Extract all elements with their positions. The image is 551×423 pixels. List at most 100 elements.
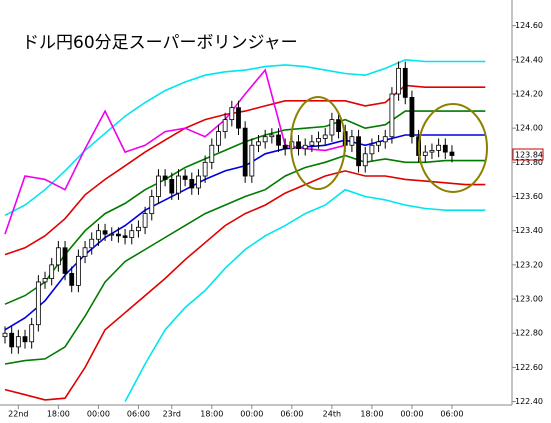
y-tick-label: 124.60 bbox=[515, 21, 543, 30]
candle-body bbox=[9, 332, 15, 348]
candle-body bbox=[269, 134, 275, 138]
candle-body bbox=[109, 233, 115, 236]
candle-body bbox=[382, 136, 388, 143]
x-tick-label: 24th bbox=[323, 410, 341, 419]
y-tick-label: 122.80 bbox=[515, 329, 543, 338]
candle-body bbox=[162, 175, 168, 180]
candle-body bbox=[329, 119, 335, 136]
candle-body bbox=[362, 153, 368, 167]
candle-body bbox=[302, 144, 308, 150]
candle-body bbox=[276, 134, 281, 146]
candle-body bbox=[29, 324, 35, 343]
x-tick-label: 00:00 bbox=[240, 410, 263, 419]
band-line bbox=[4, 170, 486, 401]
price-marker-label: 123.84 bbox=[515, 151, 543, 160]
candle-body bbox=[122, 235, 128, 238]
candle-body bbox=[82, 247, 88, 257]
x-tick-label: 22nd bbox=[8, 410, 28, 419]
candle-body bbox=[449, 151, 455, 156]
x-tick-label: 06:00 bbox=[127, 410, 150, 419]
candle-body bbox=[42, 278, 48, 283]
candle-body bbox=[222, 119, 228, 132]
x-tick-label: 00:00 bbox=[87, 410, 110, 419]
candle-body bbox=[182, 175, 188, 180]
candle-body bbox=[336, 119, 341, 132]
candle-body bbox=[356, 136, 361, 167]
candle-body bbox=[236, 107, 241, 129]
y-tick-label: 123.00 bbox=[515, 295, 543, 304]
candle-body bbox=[35, 281, 41, 326]
y-tick-label: 123.20 bbox=[515, 260, 543, 269]
price-marker bbox=[512, 148, 544, 161]
candle-body bbox=[62, 247, 68, 274]
candle-body bbox=[49, 264, 55, 279]
x-tick-label: 18:00 bbox=[360, 410, 383, 419]
y-tick-label: 123.40 bbox=[515, 226, 543, 235]
candle-body bbox=[149, 196, 155, 215]
candle-body bbox=[249, 144, 255, 177]
candle-body bbox=[349, 136, 355, 146]
candle-body bbox=[369, 144, 375, 155]
y-tick-label: 123.60 bbox=[515, 192, 543, 201]
candle-body bbox=[75, 255, 81, 286]
candle-body bbox=[69, 273, 75, 286]
candle-body bbox=[196, 175, 201, 189]
candle-body bbox=[116, 233, 121, 237]
y-tick-label: 124.00 bbox=[515, 124, 543, 133]
candle-body bbox=[256, 141, 261, 146]
candle-body bbox=[442, 144, 448, 153]
candle-body bbox=[89, 238, 95, 249]
candle-body bbox=[209, 144, 215, 163]
candle-body bbox=[436, 144, 442, 151]
candle-body bbox=[102, 230, 108, 235]
candle-body bbox=[229, 107, 235, 121]
x-tick-label: 06:00 bbox=[280, 410, 303, 419]
candle-body bbox=[296, 141, 301, 150]
candle-body bbox=[376, 141, 381, 146]
candle-body bbox=[409, 97, 415, 138]
candle-body bbox=[202, 161, 208, 177]
band-line bbox=[124, 188, 486, 402]
x-tick-label: 06:00 bbox=[440, 410, 463, 419]
candle-body bbox=[156, 175, 161, 197]
candle-body bbox=[129, 230, 135, 238]
candle-body bbox=[262, 136, 268, 143]
candle-body bbox=[136, 226, 141, 232]
candle-body bbox=[282, 144, 288, 150]
candle-body bbox=[242, 127, 248, 177]
candle-body bbox=[142, 213, 148, 228]
y-tick-label: 123.80 bbox=[515, 158, 543, 167]
candle-body bbox=[189, 179, 195, 189]
candle-body bbox=[169, 179, 175, 194]
y-tick-label: 124.20 bbox=[515, 89, 543, 98]
candle-body bbox=[429, 149, 435, 153]
candle-body bbox=[176, 175, 181, 194]
highlight-ellipse bbox=[418, 103, 488, 193]
band-line bbox=[4, 154, 486, 365]
candle-body bbox=[402, 67, 408, 98]
y-tick-label: 122.60 bbox=[515, 363, 543, 372]
y-tick-label: 124.40 bbox=[515, 55, 543, 64]
x-tick-label: 00:00 bbox=[400, 410, 423, 419]
candle-body bbox=[95, 230, 101, 240]
x-tick-label: 18:00 bbox=[47, 410, 70, 419]
candle-body bbox=[389, 93, 395, 138]
y-tick-label: 122.40 bbox=[515, 397, 543, 406]
chart-title: ドル円60分足スーパーボリンジャー bbox=[22, 33, 298, 53]
candle-body bbox=[15, 336, 21, 348]
candle-body bbox=[22, 336, 28, 343]
candle-body bbox=[316, 138, 321, 143]
candle-body bbox=[2, 332, 8, 338]
x-tick-label: 18:00 bbox=[200, 410, 223, 419]
candle-body bbox=[309, 141, 315, 146]
candle-body bbox=[55, 247, 61, 266]
highlight-ellipse bbox=[290, 96, 346, 190]
x-tick-label: 23rd bbox=[163, 410, 181, 419]
candle-body bbox=[422, 151, 428, 156]
candle-body bbox=[216, 131, 221, 146]
candle-body bbox=[396, 67, 401, 95]
candle-body bbox=[322, 134, 328, 139]
band-line bbox=[4, 68, 346, 235]
